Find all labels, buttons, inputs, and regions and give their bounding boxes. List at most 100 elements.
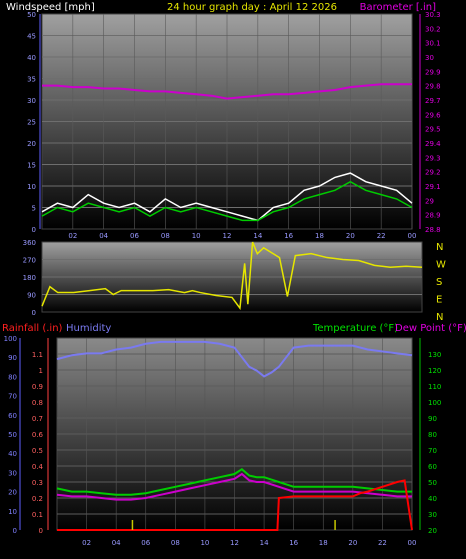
x-tick-label: 14 [253, 232, 262, 240]
rainfall-tick-label: 0 [39, 527, 43, 535]
graph-title: 24 hour graph day : April 12 2026 [167, 2, 337, 13]
rainfall-tick-label: 1 [39, 367, 43, 375]
humidity-series-line [56, 340, 413, 378]
rainfall-tick-label: 1.1 [32, 351, 43, 359]
x-tick-label: 06 [141, 539, 150, 547]
x-tick-label: 22 [377, 232, 386, 240]
windspeed-tick-label: 50 [27, 11, 36, 19]
windspeed-tick-label: 25 [27, 119, 36, 127]
barometer-tick-label: 29 [425, 197, 434, 205]
x-tick-label: 08 [171, 539, 180, 547]
temperature-tick-label: 40 [428, 495, 437, 503]
direction-tick-label: 270 [23, 257, 36, 265]
x-tick-label: 00 [408, 232, 417, 240]
temperature-tick-label: 80 [428, 431, 437, 439]
humidity-tick-label: 30 [8, 469, 17, 477]
humidity-tick-label: 50 [8, 431, 17, 439]
temperature-axis-title: Temperature (°F) [312, 323, 398, 334]
compass-label: N [436, 312, 443, 323]
barometer-tick-label: 30.1 [425, 40, 441, 48]
x-tick-label: 00 [408, 539, 417, 547]
barometer-tick-label: 29.9 [425, 68, 441, 76]
direction-tick-label: 0 [32, 309, 36, 317]
rainfall-tick-label: 0.5 [32, 447, 43, 455]
x-tick-label: 18 [315, 232, 324, 240]
windspeed-tick-label: 5 [32, 205, 36, 213]
humidity-axis-title: Humidity [66, 323, 111, 334]
compass-label: S [436, 277, 442, 288]
barometer-tick-label: 29.3 [425, 154, 441, 162]
windspeed-axis-title: Windspeed [mph] [6, 2, 95, 13]
direction-tick-label: 90 [27, 292, 36, 300]
chart-layer: 0510152025303540455028.828.92929.129.229… [4, 11, 446, 547]
x-tick-label: 12 [230, 539, 239, 547]
rainfall-axis-title: Rainfall (.in) [2, 323, 63, 334]
temperature-tick-label: 60 [428, 463, 437, 471]
direction-tick-label: 360 [23, 239, 36, 247]
temperature-tick-label: 30 [428, 511, 437, 519]
humidity-tick-label: 70 [8, 393, 17, 401]
barometer-tick-label: 29.1 [425, 183, 441, 191]
windspeed-tick-label: 10 [27, 183, 36, 191]
humidity-tick-label: 90 [8, 354, 17, 362]
temperature-series-line [56, 467, 412, 496]
temperature-tick-label: 90 [428, 415, 437, 423]
rainfall-tick-label: 0.8 [32, 399, 43, 407]
barometer-series-line [42, 83, 412, 100]
windspeed-tick-label: 20 [27, 140, 36, 148]
x-tick-label: 08 [161, 232, 170, 240]
humidity-tick-label: 80 [8, 373, 17, 381]
x-tick-label: 10 [200, 539, 209, 547]
barometer-tick-label: 29.4 [425, 140, 441, 148]
rainfall-tick-label: 0.4 [32, 463, 44, 471]
direction-tick-label: 180 [23, 274, 36, 282]
x-tick-label: 16 [284, 232, 293, 240]
dewpoint-axis-title: Dew Point (°F) [395, 323, 466, 334]
barometer-tick-label: 30 [425, 54, 434, 62]
barometer-tick-label: 29.5 [425, 126, 441, 134]
compass-label: W [436, 260, 446, 271]
x-tick-label: 20 [346, 232, 355, 240]
x-tick-label: 02 [82, 539, 91, 547]
humidity-tick-label: 60 [8, 412, 17, 420]
barometer-tick-label: 29.2 [425, 169, 441, 177]
rainfall-tick-label: 0.1 [32, 511, 43, 519]
rainfall-tick-label: 0.6 [32, 431, 44, 439]
temperature-tick-label: 50 [428, 479, 437, 487]
barometer-tick-label: 30.2 [425, 25, 441, 33]
x-tick-label: 20 [348, 539, 357, 547]
humidity-tick-label: 20 [8, 489, 17, 497]
rainfall-tick-label: 0.9 [32, 383, 43, 391]
humidity-tick-label: 10 [8, 508, 17, 516]
x-tick-label: 04 [99, 232, 108, 240]
x-tick-label: 14 [260, 539, 269, 547]
dewpoint-series-line [56, 472, 412, 501]
windspeed-tick-label: 35 [27, 76, 36, 84]
barometer-tick-label: 29.8 [425, 83, 441, 91]
x-tick-label: 22 [378, 539, 387, 547]
barometer-tick-label: 30.3 [425, 11, 441, 19]
compass-label: E [436, 295, 442, 306]
rainfall-tick-label: 0.7 [32, 415, 43, 423]
barometer-tick-label: 29.6 [425, 111, 441, 119]
barometer-axis-title: Barometer [.in] [360, 2, 436, 13]
temperature-tick-label: 120 [428, 367, 441, 375]
rainfall-tick-label: 0.3 [32, 479, 43, 487]
rainfall-tick-label: 0.2 [32, 495, 43, 503]
x-tick-label: 06 [130, 232, 139, 240]
x-tick-label: 12 [223, 232, 232, 240]
barometer-tick-label: 29.7 [425, 97, 441, 105]
x-tick-label: 04 [112, 539, 121, 547]
wind-direction-series-line [41, 241, 423, 311]
temperature-tick-label: 20 [428, 527, 437, 535]
humidity-tick-label: 40 [8, 450, 17, 458]
barometer-tick-label: 28.8 [425, 226, 441, 234]
gust-average-series-line [41, 180, 413, 222]
windspeed-tick-label: 0 [32, 226, 36, 234]
compass-label: N [436, 242, 443, 253]
barometer-tick-label: 28.9 [425, 212, 441, 220]
temperature-tick-label: 70 [428, 447, 437, 455]
x-tick-label: 10 [192, 232, 201, 240]
